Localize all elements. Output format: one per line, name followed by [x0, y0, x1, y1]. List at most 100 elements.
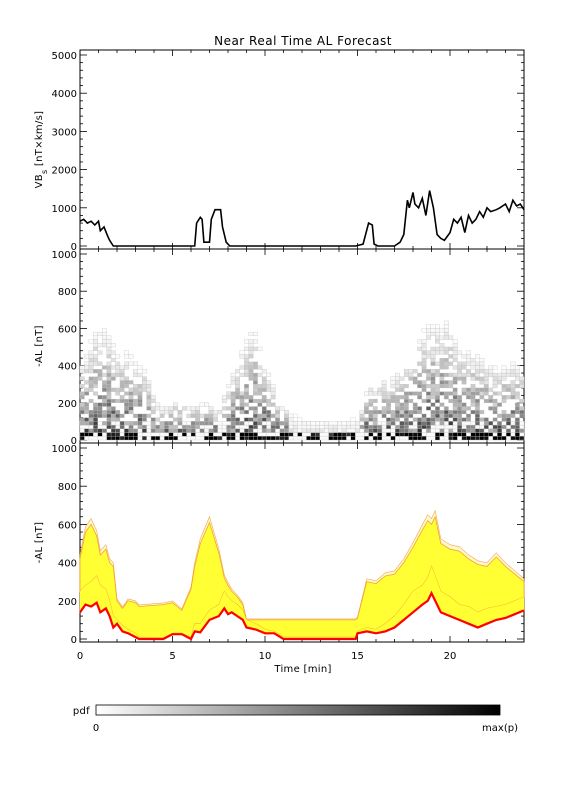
heat-cell [230, 391, 236, 396]
heat-cell [501, 384, 507, 389]
heat-cell [168, 436, 174, 441]
heat-cell [239, 372, 245, 377]
heat-cell [270, 421, 276, 426]
heat-cell [492, 424, 498, 429]
heat-cell [412, 376, 418, 381]
y-tick-label: 400 [58, 362, 77, 373]
heat-cell [412, 369, 418, 374]
heat-cell [93, 380, 98, 385]
heat-cell [457, 361, 462, 366]
heat-cell [435, 372, 440, 377]
heat-cell [168, 421, 174, 426]
heat-cell [457, 406, 462, 411]
heat-cell [435, 335, 440, 340]
heat-cell [466, 372, 471, 377]
heat-cell [470, 391, 476, 396]
heat-cell [421, 421, 427, 426]
heat-cell [337, 421, 343, 426]
heat-cell [119, 413, 125, 418]
heat-cell [79, 424, 90, 430]
heat-cell [253, 361, 258, 366]
heat-cell [452, 354, 458, 359]
heat-cell [261, 436, 267, 441]
heat-cell [435, 331, 440, 336]
heat-cell [395, 376, 400, 381]
heat-cell [97, 361, 103, 366]
heat-cell [133, 436, 138, 441]
y-tick-label: 0 [71, 635, 77, 646]
heat-cell [417, 421, 423, 426]
heat-cell [390, 417, 396, 422]
heat-cell [377, 432, 383, 437]
heat-cell [106, 402, 112, 407]
y-tick-label: 200 [58, 399, 77, 410]
heat-cell [492, 417, 498, 422]
heat-cell [403, 391, 409, 396]
heat-cell [475, 410, 480, 415]
heat-cell [221, 395, 227, 400]
heat-cell [248, 428, 254, 433]
heat-cell [483, 432, 489, 437]
heat-cell [88, 350, 94, 355]
heat-cell [421, 350, 427, 355]
heat-cell [417, 339, 423, 344]
heat-cell [97, 369, 103, 374]
heat-cell [88, 410, 94, 415]
heat-cell [102, 380, 107, 385]
heat-cell [270, 384, 276, 389]
heat-cell [190, 406, 196, 411]
heat-cell [115, 398, 121, 403]
heat-cell [102, 398, 107, 403]
heat-cell [93, 417, 98, 422]
heat-cell [119, 380, 125, 385]
heat-cell [443, 413, 449, 418]
heat-cell [452, 406, 458, 411]
heat-cell [88, 365, 94, 370]
heat-cell [124, 354, 129, 359]
heat-cell [124, 436, 129, 441]
heat-cell [506, 395, 511, 400]
heat-cell [381, 391, 387, 396]
heat-cell [244, 372, 249, 377]
heat-cell [466, 354, 471, 359]
heat-cell [439, 402, 445, 407]
heat-cell [452, 402, 458, 407]
heat-cell [253, 331, 258, 336]
heat-cell [102, 428, 107, 433]
heat-cell [137, 417, 143, 422]
heat-cell [364, 406, 369, 411]
heat-cell [79, 406, 85, 411]
heat-cell [421, 436, 427, 441]
heat-cell [106, 361, 112, 366]
heat-cell [381, 436, 392, 441]
heat-cell [257, 421, 263, 426]
heat-cell [93, 421, 98, 426]
heat-cell [319, 432, 329, 437]
heat-cell [403, 410, 409, 415]
heat-cell [137, 413, 143, 418]
heat-cell [497, 380, 502, 385]
heat-cell [457, 376, 462, 381]
heat-cell [106, 350, 112, 355]
heat-cell [412, 436, 418, 441]
heat-cell [93, 424, 98, 429]
heat-cell [204, 417, 209, 422]
heat-cell [488, 428, 494, 433]
heat-cell [488, 421, 494, 426]
heat-cell [332, 428, 338, 433]
heat-cell [230, 424, 236, 429]
heat-cell [88, 339, 94, 344]
heat-cell [510, 424, 516, 429]
heat-cell [284, 432, 289, 437]
heat-cell [461, 428, 467, 433]
heat-cell [186, 424, 192, 429]
heat-cell [119, 424, 125, 429]
heat-cell [102, 387, 107, 392]
heat-cell [195, 410, 201, 415]
heat-cell [173, 402, 178, 407]
heat-cell [421, 361, 427, 366]
heat-cell [470, 436, 476, 441]
heat-cell [510, 387, 516, 392]
x-tick-label: 5 [169, 651, 175, 662]
heat-cell [341, 424, 347, 429]
